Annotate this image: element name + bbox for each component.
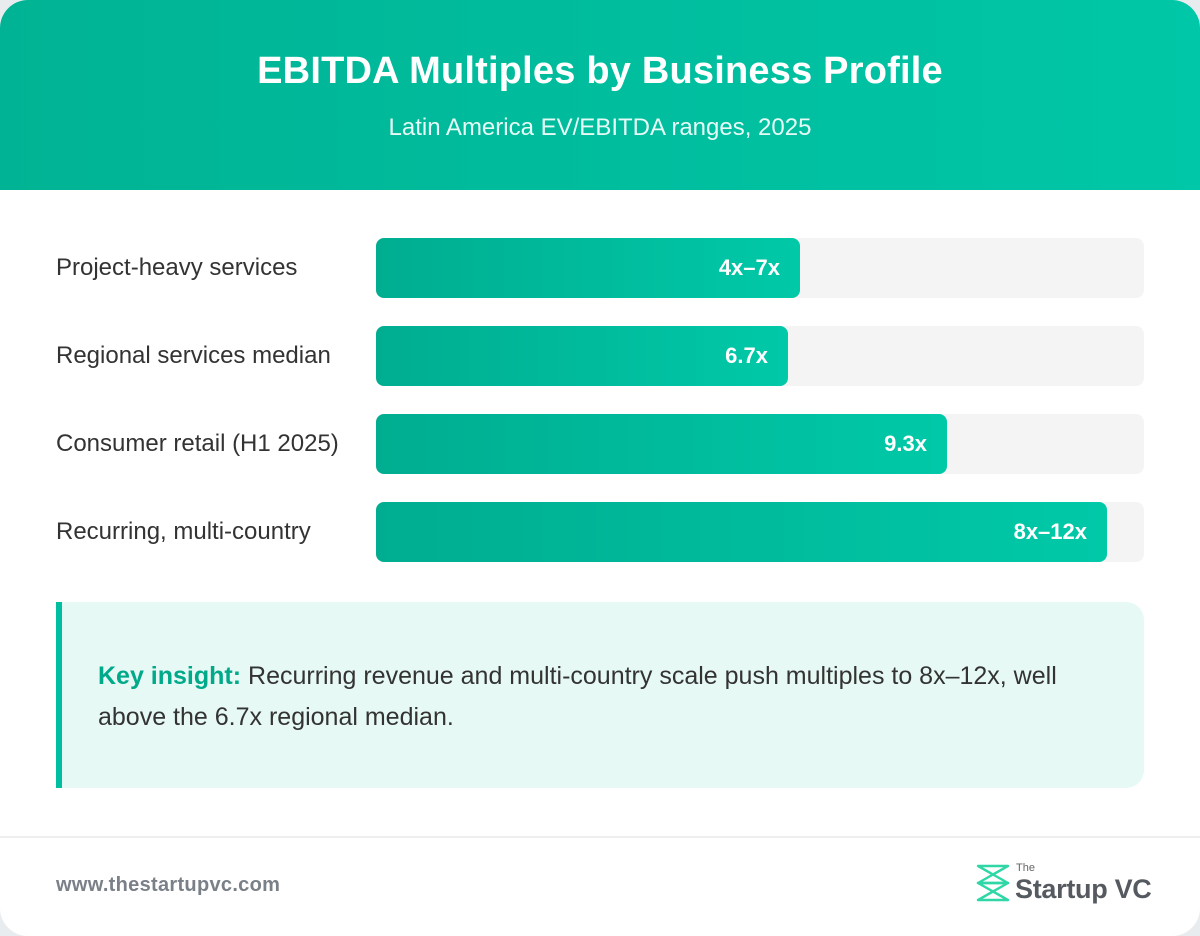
logo-small-text: The [1016, 862, 1035, 874]
logo-mark-icon [976, 864, 1010, 902]
bar-value-label: 8x–12x [1013, 519, 1087, 544]
header-banner: EBITDA Multiples by Business Profile Lat… [0, 0, 1200, 190]
bar-track: 6.7x [376, 326, 1144, 386]
bar-value-label: 6.7x [725, 343, 768, 368]
bar-row: Regional services median 6.7x [0, 326, 1200, 386]
bar-row: Consumer retail (H1 2025) 9.3x [0, 414, 1200, 474]
website-link[interactable]: www.thestartupvc.com [56, 874, 281, 896]
bar-track: 4x–7x [376, 238, 1144, 298]
bar-row: Recurring, multi-country 8x–12x [0, 502, 1200, 562]
bar-value-label: 4x–7x [718, 255, 780, 280]
category-label: Project-heavy services [56, 254, 298, 281]
bar-track: 8x–12x [376, 502, 1144, 562]
chart-title: EBITDA Multiples by Business Profile [257, 50, 943, 92]
bar-chart: Project-heavy services 4x–7x Regional serv… [0, 238, 1200, 568]
chart-subtitle: Latin America EV/EBITDA ranges, 2025 [388, 114, 812, 141]
startup-vc-logo: The Startup VC [975, 862, 1152, 904]
insight-label: Key insight: [98, 662, 242, 690]
footer-divider [0, 836, 1200, 838]
insight-text: Recurring revenue and multi-country scal… [98, 662, 1057, 731]
bar: 9.3x [376, 414, 947, 474]
logo-name-text: Startup VC [1015, 874, 1152, 904]
bar-track: 9.3x [376, 414, 1144, 474]
key-insight-box: Key insight: Recurring revenue and multi… [56, 602, 1144, 788]
category-label: Recurring, multi-country [56, 518, 311, 545]
category-label: Regional services median [56, 342, 331, 369]
category-label: Consumer retail (H1 2025) [56, 430, 339, 457]
bar: 8x–12x [376, 502, 1107, 562]
bar-value-label: 9.3x [884, 431, 927, 456]
bar: 6.7x [376, 326, 788, 386]
bar-row: Project-heavy services 4x–7x [0, 238, 1200, 298]
bar: 4x–7x [376, 238, 800, 298]
